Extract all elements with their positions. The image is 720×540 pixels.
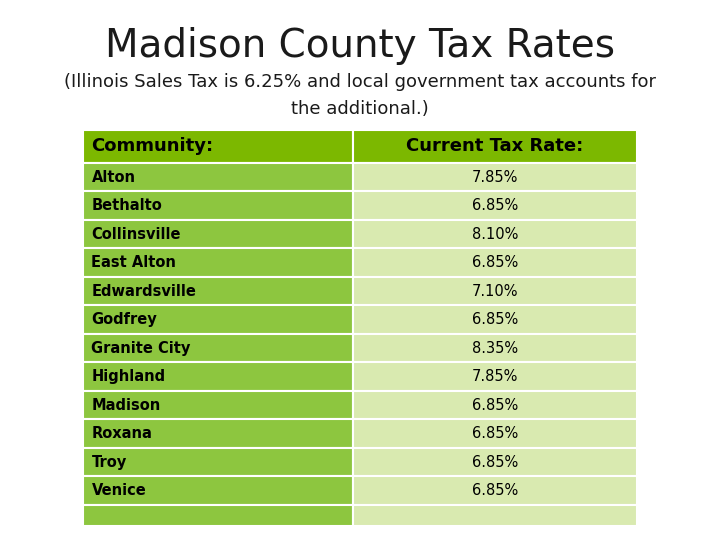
Text: 6.85%: 6.85% bbox=[472, 397, 518, 413]
Bar bbox=[83, 130, 353, 163]
Bar bbox=[353, 476, 637, 505]
Bar bbox=[83, 476, 353, 505]
Bar bbox=[83, 391, 353, 420]
Bar bbox=[353, 505, 637, 526]
Bar bbox=[83, 248, 353, 277]
Bar bbox=[353, 391, 637, 420]
Bar bbox=[83, 220, 353, 248]
Bar bbox=[83, 420, 353, 448]
Text: Edwardsville: Edwardsville bbox=[91, 284, 197, 299]
Text: Bethalto: Bethalto bbox=[91, 198, 162, 213]
Text: 8.10%: 8.10% bbox=[472, 227, 518, 241]
Text: East Alton: East Alton bbox=[91, 255, 176, 270]
Text: Godfrey: Godfrey bbox=[91, 312, 157, 327]
Bar bbox=[83, 277, 353, 305]
Bar bbox=[353, 362, 637, 391]
Bar bbox=[83, 305, 353, 334]
Bar bbox=[353, 130, 637, 163]
Text: Alton: Alton bbox=[91, 170, 135, 185]
Text: 7.10%: 7.10% bbox=[472, 284, 518, 299]
Bar bbox=[353, 163, 637, 191]
Text: Roxana: Roxana bbox=[91, 426, 153, 441]
Bar bbox=[83, 163, 353, 191]
Text: Highland: Highland bbox=[91, 369, 166, 384]
Text: the additional.): the additional.) bbox=[291, 100, 429, 118]
Text: Madison County Tax Rates: Madison County Tax Rates bbox=[105, 27, 615, 65]
Bar bbox=[83, 191, 353, 220]
Bar bbox=[353, 220, 637, 248]
Bar bbox=[353, 448, 637, 476]
Bar bbox=[83, 448, 353, 476]
Bar bbox=[353, 277, 637, 305]
Text: Collinsville: Collinsville bbox=[91, 227, 181, 241]
Text: (Illinois Sales Tax is 6.25% and local government tax accounts for: (Illinois Sales Tax is 6.25% and local g… bbox=[64, 73, 656, 91]
Text: Granite City: Granite City bbox=[91, 341, 191, 356]
Text: 6.85%: 6.85% bbox=[472, 255, 518, 270]
Bar bbox=[353, 191, 637, 220]
Text: Troy: Troy bbox=[91, 455, 127, 470]
Text: 6.85%: 6.85% bbox=[472, 426, 518, 441]
Text: Current Tax Rate:: Current Tax Rate: bbox=[406, 137, 584, 155]
Bar bbox=[83, 362, 353, 391]
Text: 6.85%: 6.85% bbox=[472, 198, 518, 213]
Bar bbox=[353, 305, 637, 334]
Text: 7.85%: 7.85% bbox=[472, 369, 518, 384]
Bar bbox=[83, 505, 353, 526]
Text: Venice: Venice bbox=[91, 483, 146, 498]
Bar bbox=[83, 334, 353, 362]
Text: 6.85%: 6.85% bbox=[472, 483, 518, 498]
Text: Community:: Community: bbox=[91, 137, 214, 155]
Text: Madison: Madison bbox=[91, 397, 161, 413]
Bar bbox=[353, 248, 637, 277]
Text: 6.85%: 6.85% bbox=[472, 455, 518, 470]
Text: 6.85%: 6.85% bbox=[472, 312, 518, 327]
Bar bbox=[353, 334, 637, 362]
Bar bbox=[353, 420, 637, 448]
Text: 8.35%: 8.35% bbox=[472, 341, 518, 356]
Text: 7.85%: 7.85% bbox=[472, 170, 518, 185]
